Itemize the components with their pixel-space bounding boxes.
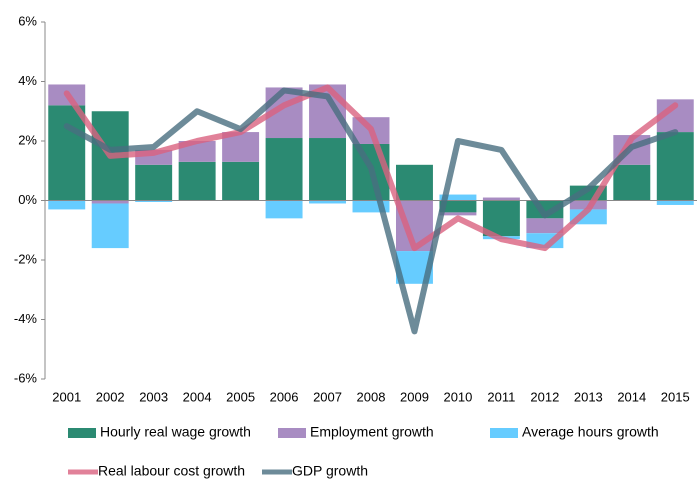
bar	[395, 164, 433, 201]
bar	[135, 164, 173, 201]
y-tick-label: 2%	[18, 132, 37, 147]
legend-swatch	[490, 428, 518, 438]
bar	[482, 197, 520, 201]
y-tick-label: -4%	[14, 311, 38, 326]
y-tick-label: -6%	[14, 370, 38, 385]
legend-label: Average hours growth	[522, 424, 659, 440]
x-tick-label: 2006	[270, 389, 299, 404]
y-tick-label: 6%	[18, 13, 37, 28]
x-tick-label: 2005	[226, 389, 255, 404]
bar	[656, 200, 694, 205]
x-tick-label: 2003	[139, 389, 168, 404]
bar	[48, 200, 86, 210]
bar	[135, 200, 173, 202]
legend-swatch	[278, 428, 306, 438]
line	[63, 84, 679, 252]
x-tick-label: 2008	[357, 389, 386, 404]
x-tick-label: 2004	[183, 389, 212, 404]
bar	[48, 105, 86, 201]
bar	[265, 200, 303, 219]
x-tick-label: 2002	[96, 389, 125, 404]
x-tick-label: 2014	[617, 389, 646, 404]
y-tick-label: 0%	[18, 192, 37, 207]
legend-swatch	[68, 428, 96, 438]
x-tick-label: 2011	[487, 389, 515, 404]
y-tick-label: 4%	[18, 73, 37, 88]
bar	[656, 132, 694, 201]
bar	[222, 161, 260, 201]
x-tick-label: 2010	[443, 389, 472, 404]
bar	[178, 161, 216, 201]
x-tick-label: 2015	[661, 389, 690, 404]
bar	[91, 200, 129, 204]
bar	[309, 200, 347, 204]
legend-label: GDP growth	[292, 463, 368, 479]
bar	[526, 218, 564, 234]
y-tick-label: -2%	[14, 251, 38, 266]
legend-label: Hourly real wage growth	[100, 424, 251, 440]
x-tick-label: 2012	[530, 389, 559, 404]
bar	[439, 194, 477, 201]
bar	[309, 138, 347, 201]
x-tick-label: 2009	[400, 389, 429, 404]
bar	[439, 212, 477, 216]
bar	[352, 200, 390, 213]
legend-label: Employment growth	[310, 424, 434, 440]
x-tick-label: 2001	[52, 389, 81, 404]
bar	[91, 203, 129, 249]
x-tick-label: 2007	[313, 389, 342, 404]
bar	[265, 138, 303, 201]
bar	[613, 164, 651, 201]
line	[63, 87, 679, 335]
bar	[439, 200, 477, 213]
legend-label: Real labour cost growth	[98, 463, 245, 479]
x-tick-label: 2013	[574, 389, 603, 404]
